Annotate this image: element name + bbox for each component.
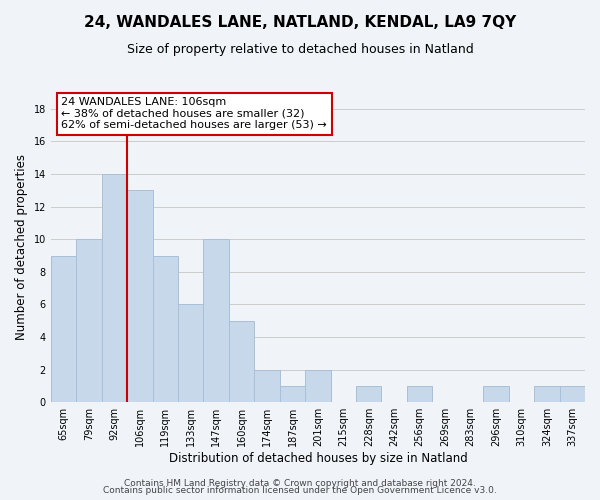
Bar <box>534 386 560 402</box>
Bar <box>254 370 280 402</box>
Y-axis label: Number of detached properties: Number of detached properties <box>15 154 28 340</box>
Bar <box>229 320 254 402</box>
Bar <box>280 386 305 402</box>
Text: Contains public sector information licensed under the Open Government Licence v3: Contains public sector information licen… <box>103 486 497 495</box>
Bar <box>305 370 331 402</box>
Bar <box>356 386 382 402</box>
X-axis label: Distribution of detached houses by size in Natland: Distribution of detached houses by size … <box>169 452 467 465</box>
Text: 24 WANDALES LANE: 106sqm
← 38% of detached houses are smaller (32)
62% of semi-d: 24 WANDALES LANE: 106sqm ← 38% of detach… <box>61 97 327 130</box>
Bar <box>560 386 585 402</box>
Bar <box>76 239 101 402</box>
Bar <box>101 174 127 402</box>
Bar <box>152 256 178 402</box>
Bar <box>51 256 76 402</box>
Bar <box>178 304 203 402</box>
Bar <box>483 386 509 402</box>
Bar <box>203 239 229 402</box>
Bar <box>407 386 433 402</box>
Text: 24, WANDALES LANE, NATLAND, KENDAL, LA9 7QY: 24, WANDALES LANE, NATLAND, KENDAL, LA9 … <box>84 15 516 30</box>
Text: Contains HM Land Registry data © Crown copyright and database right 2024.: Contains HM Land Registry data © Crown c… <box>124 478 476 488</box>
Bar <box>127 190 152 402</box>
Text: Size of property relative to detached houses in Natland: Size of property relative to detached ho… <box>127 42 473 56</box>
